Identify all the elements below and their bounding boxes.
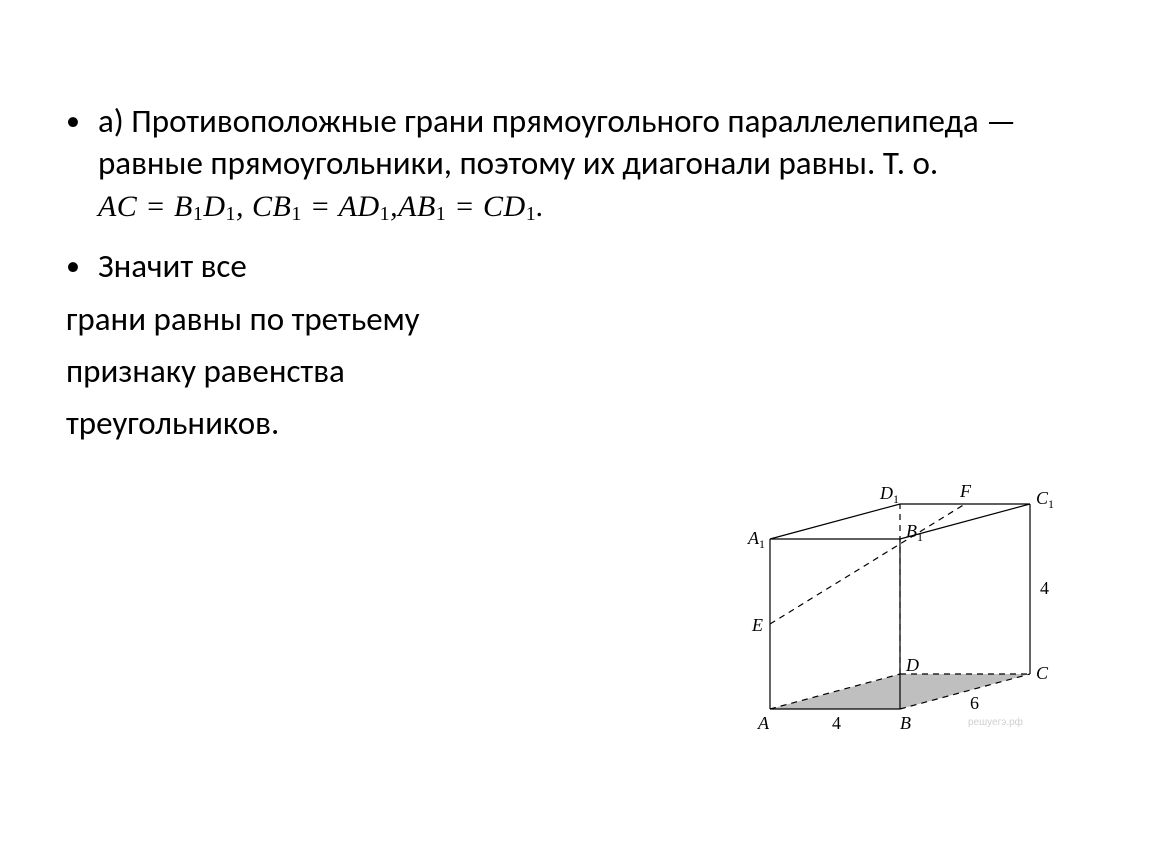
svg-text:6: 6 bbox=[970, 693, 979, 713]
svg-text:D: D bbox=[905, 655, 919, 675]
svg-text:A1: A1 bbox=[747, 528, 765, 551]
svg-text:B: B bbox=[900, 713, 911, 733]
svg-text:F: F bbox=[959, 481, 972, 501]
cont-line-2: признаку равенства bbox=[66, 345, 1090, 397]
bullet-2-text: Значит все bbox=[98, 245, 247, 287]
bullet-1-text: а) Противоположные грани прямоугольного … bbox=[98, 100, 1090, 235]
cont-line-1: грани равны по третьему bbox=[66, 293, 1090, 345]
bullet-marker: • bbox=[66, 100, 80, 142]
svg-text:D1: D1 bbox=[879, 483, 899, 506]
bullet-marker: • bbox=[66, 245, 80, 287]
parallelepiped-svg: A B C D A1 B1 C1 D1 E F 4 6 4 решуегэ.рф bbox=[700, 449, 1060, 749]
bullet-1: • а) Противоположные грани прямоугольног… bbox=[60, 100, 1090, 235]
svg-text:решуегэ.рф: решуегэ.рф bbox=[968, 716, 1023, 728]
parallelepiped-figure: A B C D A1 B1 C1 D1 E F 4 6 4 решуегэ.рф bbox=[700, 449, 1060, 754]
bullet-1-prefix: а) Противоположные грани прямоугольного … bbox=[98, 101, 1016, 183]
svg-text:4: 4 bbox=[1040, 578, 1049, 598]
bullet-2: • Значит все bbox=[60, 245, 1090, 287]
svg-text:C: C bbox=[1036, 663, 1049, 683]
svg-text:C1: C1 bbox=[1036, 488, 1054, 511]
svg-text:E: E bbox=[751, 615, 763, 635]
slide: • а) Противоположные грани прямоугольног… bbox=[0, 0, 1150, 864]
svg-text:4: 4 bbox=[832, 713, 841, 733]
svg-text:B1: B1 bbox=[906, 521, 923, 544]
svg-text:A: A bbox=[757, 713, 770, 733]
cont-line-3: треугольников. bbox=[66, 397, 1090, 449]
math-equalities: AC = B1D1, CB1 = AD1,AB1 = CD1. bbox=[98, 190, 544, 223]
